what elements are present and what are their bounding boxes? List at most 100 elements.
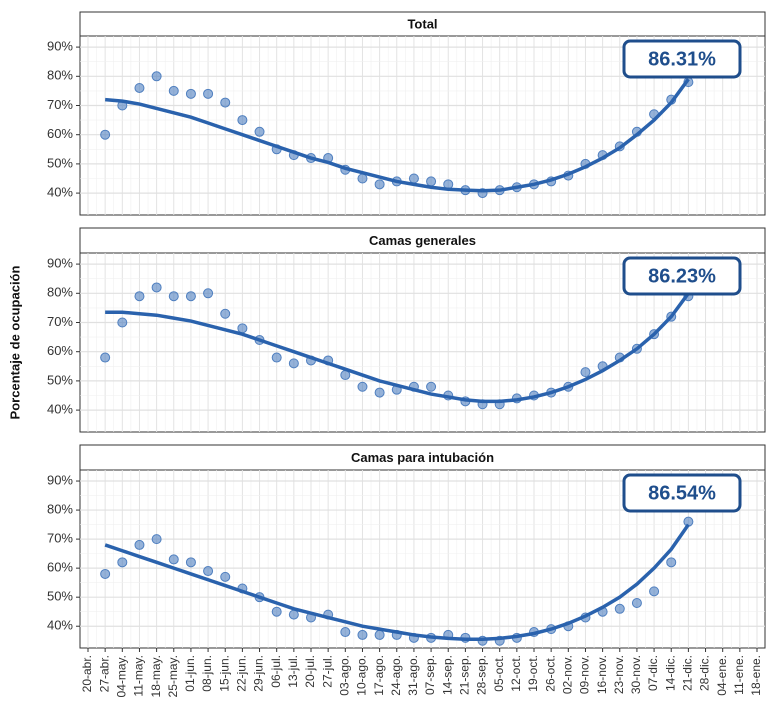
- y-tick-label: 60%: [47, 126, 73, 141]
- data-point: [357, 381, 368, 392]
- y-tick-label: 90%: [47, 472, 73, 487]
- data-point: [288, 358, 299, 369]
- x-tick-label: 25-may.: [166, 655, 180, 697]
- data-point: [185, 88, 196, 99]
- x-tick-label: 29-jun.: [252, 655, 266, 692]
- y-axis-title: Porcentaje de ocupación: [7, 266, 22, 420]
- x-tick-label: 07-sep.: [423, 655, 437, 695]
- data-point: [168, 85, 179, 96]
- data-point: [426, 381, 437, 392]
- data-point: [580, 367, 591, 378]
- data-point: [168, 291, 179, 302]
- data-point: [357, 173, 368, 184]
- data-point: [631, 597, 642, 608]
- y-tick-label: 70%: [47, 97, 73, 112]
- y-tick-label: 50%: [47, 372, 73, 387]
- data-point: [271, 606, 282, 617]
- data-point: [220, 308, 231, 319]
- x-tick-label: 31-ago.: [406, 655, 420, 696]
- data-point: [614, 603, 625, 614]
- y-tick-label: 60%: [47, 560, 73, 575]
- x-tick-label: 14-sep.: [440, 655, 454, 695]
- data-point: [117, 557, 128, 568]
- data-point: [185, 291, 196, 302]
- y-tick-label: 60%: [47, 343, 73, 358]
- x-tick-label: 28-dic.: [698, 655, 712, 691]
- x-tick-label: 04-ene.: [715, 655, 729, 696]
- strip-background: [79, 11, 766, 37]
- x-tick-label: 08-jun.: [200, 655, 214, 692]
- x-tick-label: 20-jul.: [303, 655, 317, 688]
- y-tick-label: 50%: [47, 155, 73, 170]
- x-tick-label: 10-ago.: [355, 655, 369, 696]
- x-tick-label: 02-nov.: [560, 655, 574, 694]
- trend-line: [105, 292, 690, 404]
- x-tick-label: 09-nov.: [578, 655, 592, 694]
- data-point: [151, 282, 162, 293]
- y-tick-label: 40%: [47, 402, 73, 417]
- x-tick-label: 19-oct.: [526, 655, 540, 692]
- annotation: 86.54%: [648, 482, 716, 504]
- data-point: [100, 129, 111, 140]
- data-point: [100, 568, 111, 579]
- y-tick-label: 70%: [47, 314, 73, 329]
- annotation-box: [622, 473, 742, 513]
- panel-title: Camas generales: [369, 233, 476, 248]
- x-tick-label: 07-dic.: [646, 655, 660, 691]
- panel-title: Camas para intubación: [351, 450, 494, 465]
- data-point: [203, 566, 214, 577]
- y-tick-label: 40%: [47, 185, 73, 200]
- data-point: [168, 554, 179, 565]
- x-tick-label: 22-jun.: [235, 655, 249, 692]
- x-tick-label: 05-oct.: [492, 655, 506, 692]
- x-tick-label: 06-jul.: [269, 655, 283, 688]
- annotation: 86.31%: [648, 48, 716, 70]
- x-tick-label: 23-nov.: [612, 655, 626, 694]
- x-tick-label: 27-jul.: [320, 655, 334, 688]
- strip-background: [79, 444, 766, 471]
- x-tick-label: 17-ago.: [372, 655, 386, 696]
- y-tick-label: 50%: [47, 589, 73, 604]
- x-tick-label: 03-ago.: [337, 655, 351, 696]
- x-tick-label: 21-dic.: [681, 655, 695, 691]
- data-point: [220, 97, 231, 108]
- trend-line: [104, 523, 690, 642]
- data-point: [357, 629, 368, 640]
- trend-line: [105, 78, 690, 193]
- data-point: [649, 586, 660, 597]
- y-tick-label: 90%: [47, 256, 73, 271]
- y-tick-label: 90%: [47, 39, 73, 54]
- data-point: [100, 352, 111, 363]
- data-point: [117, 317, 128, 328]
- y-tick-label: 80%: [47, 68, 73, 83]
- data-point: [220, 571, 231, 582]
- data-point: [203, 88, 214, 99]
- data-point: [374, 179, 385, 190]
- x-tick-label: 12-oct.: [509, 655, 523, 692]
- x-tick-label: 21-sep.: [458, 655, 472, 695]
- annotation-box: [622, 39, 742, 79]
- data-point: [374, 629, 385, 640]
- x-tick-label: 20-abr.: [80, 655, 94, 692]
- x-tick-label: 28-sep.: [475, 655, 489, 695]
- y-tick-label: 80%: [47, 285, 73, 300]
- data-point: [237, 115, 248, 126]
- data-point: [151, 534, 162, 545]
- x-tick-label: 14-dic.: [663, 655, 677, 691]
- data-point: [254, 126, 265, 137]
- annotation: 86.23%: [648, 265, 716, 287]
- x-tick-label: 01-jun.: [183, 655, 197, 692]
- panel-title: Total: [407, 16, 437, 31]
- x-tick-label: 16-nov.: [595, 655, 609, 694]
- x-tick-label: 18-ene.: [749, 655, 763, 696]
- x-tick-label: 30-nov.: [629, 655, 643, 694]
- y-tick-label: 40%: [47, 618, 73, 633]
- data-point: [288, 609, 299, 620]
- y-tick-label: 70%: [47, 531, 73, 546]
- x-tick-label: 13-jul.: [286, 655, 300, 688]
- data-point: [271, 352, 282, 363]
- strip-background: [79, 227, 766, 254]
- data-point: [426, 176, 437, 187]
- data-point: [203, 288, 214, 299]
